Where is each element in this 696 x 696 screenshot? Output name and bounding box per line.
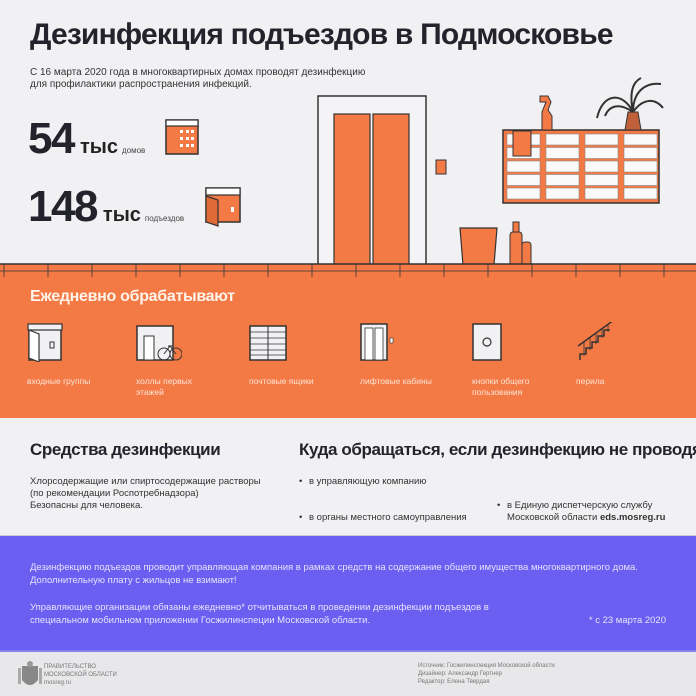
means-title: Средства дезинфекции [30, 440, 221, 459]
daily-item-label: перила [576, 376, 605, 386]
mailbox-compartment [545, 133, 580, 146]
stat-value: 148 [28, 182, 98, 231]
stat-unit: тыс [102, 204, 141, 226]
org-name: ПРАВИТЕЛЬСТВО МОСКОВСКОЙ ОБЛАСТИ mosreg.… [44, 663, 117, 687]
mailbox-compartment [584, 160, 619, 173]
footer: ПРАВИТЕЛЬСТВО МОСКОВСКОЙ ОБЛАСТИ mosreg.… [0, 650, 696, 696]
mailbox-compartment [545, 147, 580, 159]
means-safety: Безопасны для человека. [30, 500, 143, 511]
stat-label: подъездов [144, 214, 185, 223]
elevator-illustration [317, 95, 447, 267]
daily-item-entrance: входные группы [27, 322, 127, 387]
source-credit: Источник: Госжилинспекция Московской обл… [418, 663, 555, 669]
daily-title: Ежедневно обрабатывают [30, 288, 235, 305]
contact-item-eds: в Единую диспетчерскую службу Московской… [497, 500, 677, 524]
designer-credit: Дизайнер: Александр Гертнер [418, 671, 502, 677]
daily-item-elevator: лифтовые кабины [360, 322, 460, 387]
mailboxes-icon [249, 325, 287, 361]
coat-of-arms-logo [18, 661, 42, 685]
means-text: Хлорсодержащие или спиртосодержащие раст… [30, 476, 261, 499]
mailbox-compartment [623, 160, 658, 173]
notice-paragraph-1: Дезинфекцию подъездов проводит управляющ… [30, 562, 638, 586]
mailbox-compartment [545, 160, 580, 173]
notice-paragraph-2: Управляющие организации обязаны ежедневн… [30, 602, 489, 626]
mailbox-compartment [545, 174, 580, 186]
subtitle-line: С 16 марта 2020 года в многоквартирных д… [30, 67, 366, 78]
stat-label: домов [121, 146, 146, 155]
daily-item-label: входные группы [27, 376, 91, 386]
mailbox-compartment [584, 133, 619, 146]
apartment-building-icon [165, 119, 199, 155]
subtitle: С 16 марта 2020 года в многоквартирных д… [30, 67, 390, 91]
subtitle-line: для профилактики распространения инфекци… [30, 79, 252, 90]
editor-credit: Редактор: Елена Твердая [418, 679, 490, 685]
mailbox-compartment [623, 133, 658, 146]
daily-item-label: холлы первых этажей [136, 376, 193, 397]
contact-item: в органы местного самоуправления [299, 512, 696, 524]
mailbox-compartment [506, 174, 541, 186]
footnote: * с 23 марта 2020 [588, 615, 666, 626]
credits: Источник: Госжилинспекция Московской обл… [418, 662, 555, 686]
stair-railing-icon [577, 322, 613, 360]
daily-section [0, 280, 696, 418]
daily-item-label: кнопки общего пользования [472, 376, 530, 397]
org-line: МОСКОВСКОЙ ОБЛАСТИ [44, 672, 117, 678]
floor [0, 263, 696, 280]
daily-item-hall: холлы первых этажей [136, 322, 236, 398]
button-panel-icon [472, 323, 502, 361]
elevator-icon [360, 323, 394, 361]
stat-unit: тыс [79, 136, 118, 158]
daily-item-label: почтовые ящики [249, 376, 314, 386]
daily-item-mailboxes: почтовые ящики [249, 322, 349, 387]
mailbox-compartment [584, 147, 619, 159]
daily-item-label: лифтовые кабины [360, 376, 432, 386]
mailbox-compartment [506, 160, 541, 173]
eds-link[interactable]: eds.mosreg.ru [599, 512, 666, 523]
bucket-and-bottles [459, 221, 532, 267]
mailboxes-illustration [502, 77, 664, 204]
entrance-door-icon [27, 323, 63, 362]
mailbox-compartment [623, 187, 658, 200]
org-line: ПРАВИТЕЛЬСТВО [44, 664, 96, 670]
hall-bicycle-icon [136, 325, 182, 361]
contact-item-text: в Единую диспетчерскую службу Московской… [507, 500, 653, 523]
mailbox-compartment [623, 147, 658, 159]
hallway-illustration [0, 77, 696, 280]
org-site-link[interactable]: mosreg.ru [44, 680, 72, 686]
daily-item-railing: перила [576, 322, 676, 387]
daily-item-buttons: кнопки общего пользования [472, 322, 572, 398]
mailbox-compartment [584, 187, 619, 200]
stat-houses: 54 тыс домов [28, 114, 145, 164]
stat-entrances: 148 тыс подъездов [28, 182, 184, 232]
entrance-door-icon [205, 187, 241, 227]
contact-title: Куда обращаться, если дезинфекцию не про… [299, 440, 696, 459]
info-section: Средства дезинфекции Хлорсодержащие или … [0, 418, 696, 535]
stat-value: 54 [28, 114, 75, 163]
page-title: Дезинфекция подъездов в Подмосковье [30, 18, 614, 51]
mailbox-compartment [506, 187, 541, 200]
contact-item: в управляющую компанию [299, 476, 696, 488]
mailbox-compartment [584, 174, 619, 186]
mailbox-compartment [545, 187, 580, 200]
notice-section: Дезинфекцию подъездов проводит управляющ… [0, 535, 696, 650]
mailbox-compartment [623, 174, 658, 186]
